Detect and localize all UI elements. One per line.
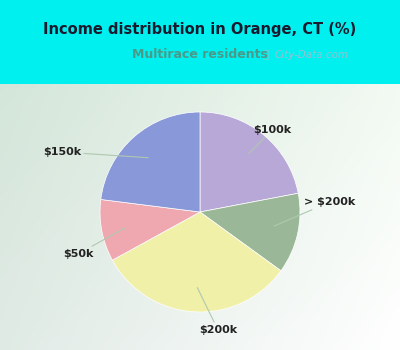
Wedge shape [112, 212, 281, 312]
Wedge shape [100, 199, 200, 260]
Text: City-Data.com: City-Data.com [274, 50, 348, 60]
Text: $100k: $100k [249, 125, 291, 154]
Wedge shape [200, 112, 298, 212]
Text: Income distribution in Orange, CT (%): Income distribution in Orange, CT (%) [43, 22, 357, 37]
Text: $50k: $50k [63, 228, 126, 259]
Text: $200k: $200k [197, 288, 237, 335]
Text: ⓘ: ⓘ [263, 50, 269, 60]
Text: > $200k: > $200k [274, 197, 356, 226]
Text: $150k: $150k [43, 147, 148, 158]
Wedge shape [200, 193, 300, 271]
Text: Multirace residents: Multirace residents [132, 48, 268, 61]
Wedge shape [101, 112, 200, 212]
